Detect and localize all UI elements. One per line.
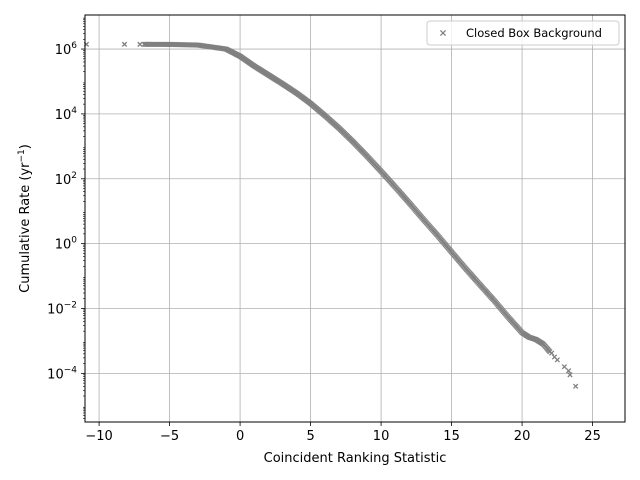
y-tick-label: 10−2	[47, 300, 77, 317]
y-axis: 10−4 10−2 100 102 104 106	[47, 17, 85, 419]
y-axis-label: Cumulative Rate (yr−1)	[17, 144, 33, 293]
legend: Closed Box Background	[426, 20, 620, 46]
legend-marker	[439, 29, 447, 37]
y-tick-label: 100	[55, 236, 78, 253]
x-tick-label: 5	[306, 429, 314, 444]
x-tick-label: 20	[514, 429, 531, 444]
x-tick-label: 0	[236, 429, 244, 444]
data-point	[567, 372, 573, 378]
y-tick-label: 106	[55, 41, 78, 58]
y-axis-label-sup: −1	[17, 149, 27, 162]
data-point	[565, 368, 572, 374]
data-point	[561, 364, 568, 370]
x-tick-label: 10	[373, 429, 390, 444]
data-point	[439, 29, 447, 37]
data-point	[572, 383, 579, 389]
y-axis-label-text: Cumulative Rate (yr	[18, 162, 33, 293]
grid	[85, 15, 625, 422]
x-tick-label: −5	[160, 429, 179, 444]
y-tick-label: 104	[55, 106, 78, 123]
y-axis-label-close: )	[18, 144, 33, 149]
x-tick-label: −10	[85, 429, 112, 444]
x-axis-label: Coincident Ranking Statistic	[264, 451, 447, 466]
data-point	[554, 357, 560, 363]
data-point	[121, 41, 128, 47]
legend-box	[426, 20, 620, 46]
data-point	[549, 350, 555, 356]
x-tick-label: 25	[584, 429, 601, 444]
y-tick-label: 102	[55, 171, 77, 188]
scatter-points	[83, 41, 579, 389]
legend-entry-closed-box-background: Closed Box Background	[466, 26, 602, 40]
y-tick-label: 10−4	[47, 365, 77, 382]
x-tick-label: 15	[443, 429, 460, 444]
data-point	[137, 41, 143, 47]
x-axis: −10 −5 0 5 10 15 20 25	[85, 422, 601, 444]
